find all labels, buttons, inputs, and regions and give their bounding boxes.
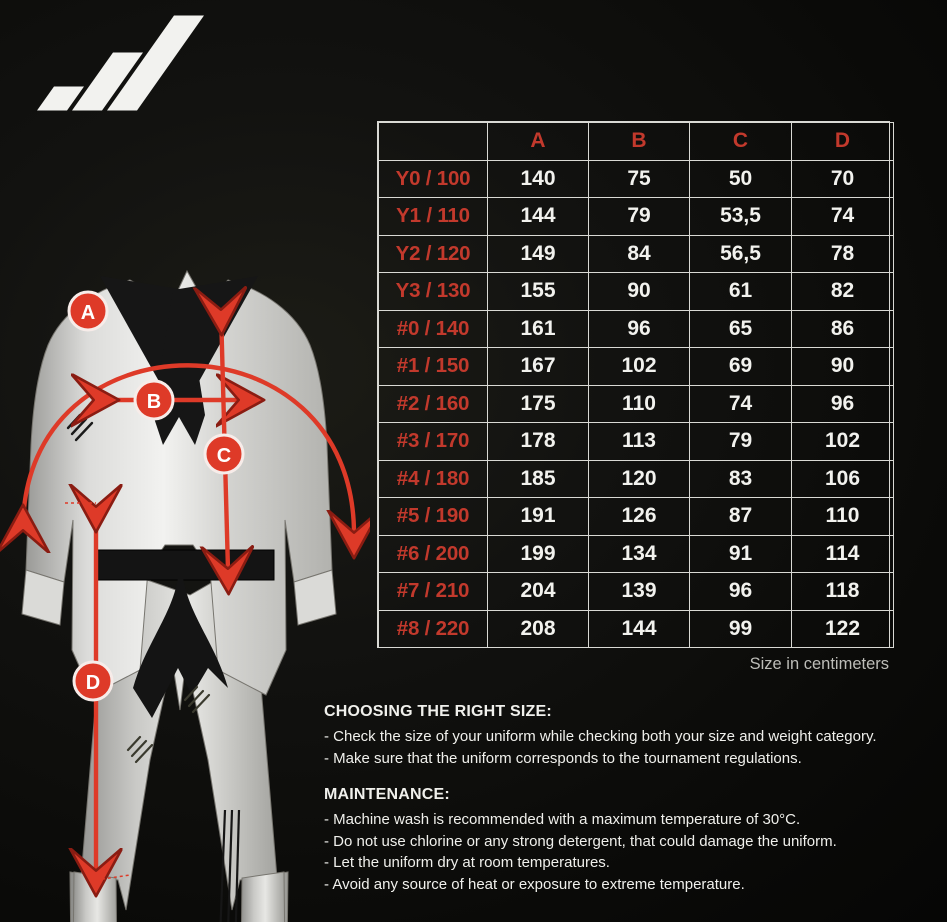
svg-text:C: C xyxy=(217,445,231,467)
svg-text:D: D xyxy=(86,672,100,694)
svg-text:B: B xyxy=(147,391,161,413)
svg-text:A: A xyxy=(81,302,95,324)
